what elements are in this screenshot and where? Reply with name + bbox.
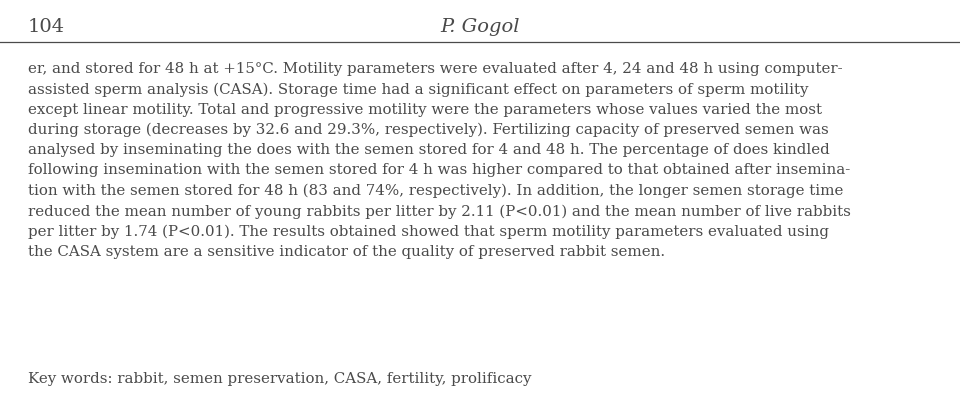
Text: 104: 104 xyxy=(28,18,65,36)
Text: P. Gogol: P. Gogol xyxy=(441,18,519,36)
Text: Key words: rabbit, semen preservation, CASA, fertility, prolificacy: Key words: rabbit, semen preservation, C… xyxy=(28,372,532,386)
Text: er, and stored for 48 h at +15°C. Motility parameters were evaluated after 4, 24: er, and stored for 48 h at +15°C. Motili… xyxy=(28,62,851,260)
